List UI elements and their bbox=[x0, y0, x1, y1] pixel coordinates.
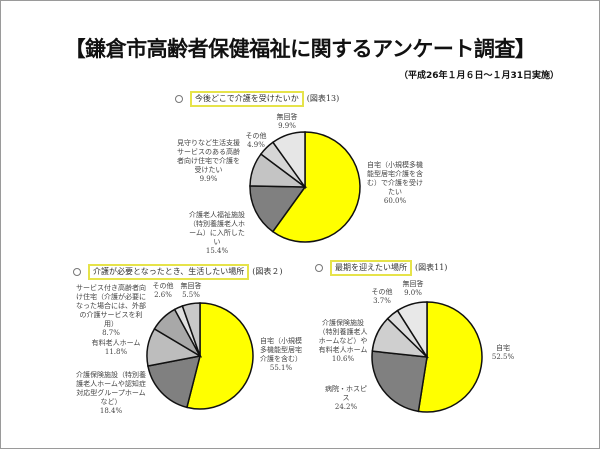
pie-slice bbox=[396, 301, 428, 360]
slice-label: 病院・ホスピス 24.2% bbox=[325, 385, 367, 412]
slice-label-text: 介護老人福祉施設（特別養護老人ホーム）に入所したい bbox=[189, 211, 245, 246]
slice-value: 52.5% bbox=[491, 353, 515, 361]
slice-label: 無回答 9.9% bbox=[273, 113, 301, 131]
slice-value: 9.9% bbox=[278, 122, 296, 130]
pie-slice bbox=[186, 302, 254, 410]
chart-2-title: 介護が必要となったとき、生活したい場所 bbox=[88, 264, 250, 280]
slice-label: 見守りなど生活支援サービスのある高齢者向け住宅で介護を受けたい 9.9% bbox=[177, 139, 240, 184]
chart-3-heading: 最期を迎えたい場所 (図表11) bbox=[315, 260, 447, 276]
slice-label: 介護老人福祉施設（特別養護老人ホーム）に入所したい 15.4% bbox=[187, 211, 247, 256]
slice-value: 9.0% bbox=[404, 289, 422, 297]
bullet-icon bbox=[315, 264, 323, 272]
slice-label-text: 有料老人ホーム bbox=[91, 339, 141, 347]
slice-value: 11.8% bbox=[104, 348, 128, 356]
slice-label: サービス付き高齢者向け住宅（介護が必要になった場合には、外部の介護サービスを利用… bbox=[75, 284, 147, 338]
chart-1-heading: 今後どこで介護を受けたいか (図表13) bbox=[175, 91, 339, 107]
bullet-icon bbox=[73, 268, 81, 276]
slice-label-text: 見守りなど生活支援サービスのある高齢者向け住宅で介護を受けたい bbox=[177, 139, 240, 174]
slice-label-text: 無回答 bbox=[402, 280, 424, 288]
slice-label-text: その他 bbox=[245, 132, 267, 140]
slice-label: 有料老人ホーム 11.8% bbox=[89, 339, 143, 357]
slice-label: その他 3.7% bbox=[369, 288, 395, 306]
slice-value: 24.2% bbox=[334, 403, 358, 411]
slice-label-text: 無回答 bbox=[276, 113, 298, 121]
chart-3-title: 最期を迎えたい場所 bbox=[330, 260, 412, 276]
slice-label: その他 4.9% bbox=[243, 132, 269, 150]
pie-slice bbox=[271, 131, 306, 190]
pie-slice bbox=[271, 131, 361, 243]
pie-slice bbox=[371, 350, 428, 413]
pie-slice bbox=[417, 301, 483, 413]
slice-value: 18.4% bbox=[99, 407, 123, 415]
slice-label: 自宅 52.5% bbox=[489, 344, 517, 362]
slice-label-text: 病院・ホスピス bbox=[325, 385, 367, 402]
chart-1-ref: (図表13) bbox=[306, 94, 340, 103]
slice-value: 4.9% bbox=[247, 141, 265, 149]
slice-label: 自宅（小規模多機能型居宅介護を含む） 55.1% bbox=[259, 337, 303, 373]
slice-value: 8.7% bbox=[102, 329, 120, 337]
pie-slice bbox=[249, 185, 307, 233]
slice-label: 無回答 5.5% bbox=[178, 282, 204, 300]
slice-label-text: サービス付き高齢者向け住宅（介護が必要になった場合には、外部の介護サービスを利用… bbox=[76, 284, 146, 328]
slice-value: 2.6% bbox=[154, 291, 172, 299]
slice-label-text: 自宅（小規模多機能型居宅介護を含む） bbox=[260, 337, 302, 363]
slice-label: 介護保険施設（特別養護老人ホームや認知症対応型グループホームなど） 18.4% bbox=[75, 371, 147, 416]
slice-value: 5.5% bbox=[182, 291, 200, 299]
slice-label-text: 自宅（小規模多機能型居宅介護を含む）で介護を受けたい bbox=[367, 161, 423, 196]
chart-1-title: 今後どこで介護を受けたいか bbox=[190, 91, 304, 107]
bullet-icon bbox=[175, 95, 183, 103]
slice-label: 介護保険施設（特別養護老人ホームなど）や有料老人ホーム 10.6% bbox=[317, 319, 369, 364]
slice-label-text: 無回答 bbox=[180, 282, 202, 290]
slice-label-text: その他 bbox=[152, 282, 174, 290]
pie-slice bbox=[147, 355, 202, 409]
chart-2-ref: (図表２) bbox=[252, 267, 283, 276]
slice-value: 55.1% bbox=[269, 364, 293, 372]
slice-label: 自宅（小規模多機能型居宅介護を含む）で介護を受けたい 60.0% bbox=[367, 161, 423, 206]
chart-2-heading: 介護が必要となったとき、生活したい場所 (図表２) bbox=[73, 264, 282, 280]
survey-period: （平成26年１月６日～１月31日実施） bbox=[398, 71, 559, 81]
slice-value: 60.0% bbox=[383, 197, 407, 205]
pie-slice bbox=[181, 302, 201, 357]
slice-value: 15.4% bbox=[205, 247, 229, 255]
slice-label: 無回答 9.0% bbox=[399, 280, 427, 298]
slice-value: 3.7% bbox=[373, 297, 391, 305]
slice-label-text: 介護保険施設（特別養護老人ホームなど）や有料老人ホーム bbox=[318, 319, 368, 354]
slice-value: 10.6% bbox=[331, 355, 355, 363]
chart-3-ref: (図表11) bbox=[415, 263, 448, 272]
slice-label-text: その他 bbox=[371, 288, 393, 296]
slice-label: その他 2.6% bbox=[151, 282, 175, 300]
slice-value: 9.9% bbox=[199, 175, 218, 183]
slice-label-text: 介護保険施設（特別養護老人ホームや認知症対応型グループホームなど） bbox=[76, 371, 146, 406]
slide-title: 【鎌倉市高齢者保健福祉に関するアンケート調査】 bbox=[64, 37, 536, 61]
slice-label-text: 自宅 bbox=[496, 344, 510, 352]
